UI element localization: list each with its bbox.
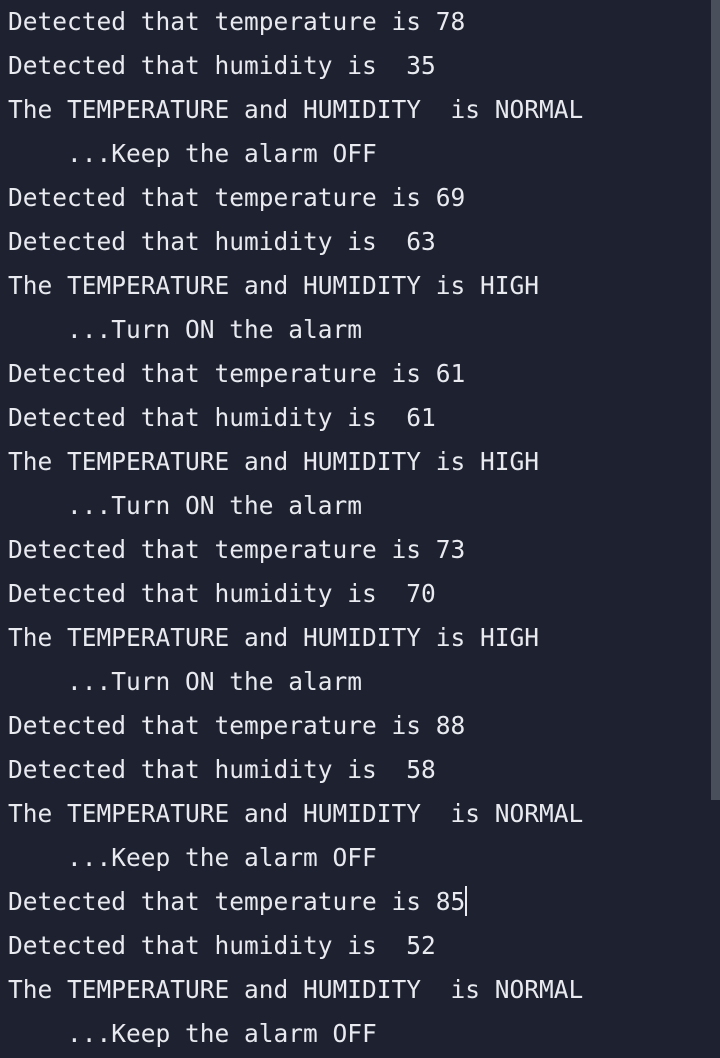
output-line-text: Detected that humidity is 61: [8, 403, 436, 432]
output-line-text: Detected that temperature is 78: [8, 7, 466, 36]
output-line-text: Detected that temperature is 73: [8, 535, 466, 564]
output-line-text: ...Turn ON the alarm: [8, 315, 363, 344]
output-line: The TEMPERATURE and HUMIDITY is NORMAL: [8, 968, 703, 1012]
output-line: The TEMPERATURE and HUMIDITY is NORMAL: [8, 792, 703, 836]
output-line-text: The TEMPERATURE and HUMIDITY is HIGH: [8, 447, 540, 476]
output-line: The TEMPERATURE and HUMIDITY is HIGH: [8, 264, 703, 308]
output-line-text: ...Keep the alarm OFF: [8, 843, 377, 872]
output-line: ...Keep the alarm OFF: [8, 836, 703, 880]
output-line-text: Detected that humidity is 35: [8, 51, 436, 80]
output-line: ...Turn ON the alarm: [8, 484, 703, 528]
output-line-text: Detected that humidity is 52: [8, 931, 436, 960]
output-line: Detected that humidity is 61: [8, 396, 703, 440]
output-line-text: ...Turn ON the alarm: [8, 491, 363, 520]
vertical-scrollbar[interactable]: [711, 0, 720, 800]
output-line: Detected that temperature is 88: [8, 704, 703, 748]
output-line-text: The TEMPERATURE and HUMIDITY is HIGH: [8, 271, 540, 300]
output-line: Detected that temperature is 69: [8, 176, 703, 220]
output-line-text: Detected that humidity is 58: [8, 755, 436, 784]
output-line-text: The TEMPERATURE and HUMIDITY is NORMAL: [8, 799, 584, 828]
output-line-text: The TEMPERATURE and HUMIDITY is NORMAL: [8, 95, 584, 124]
output-line: Detected that humidity is 35: [8, 44, 703, 88]
output-line-text: The TEMPERATURE and HUMIDITY is HIGH: [8, 623, 540, 652]
output-line-text: Detected that temperature is 88: [8, 711, 466, 740]
output-line: Detected that temperature is 73: [8, 528, 703, 572]
output-line-text: The TEMPERATURE and HUMIDITY is NORMAL: [8, 975, 584, 1004]
terminal-output: Detected that temperature is 78 Detected…: [8, 0, 703, 1056]
output-line-text: Detected that temperature is 85: [8, 887, 466, 916]
output-line: Detected that humidity is 63: [8, 220, 703, 264]
output-line: The TEMPERATURE and HUMIDITY is HIGH: [8, 440, 703, 484]
output-line: Detected that humidity is 52: [8, 924, 703, 968]
output-line: Detected that temperature is 85: [8, 880, 703, 924]
output-line: The TEMPERATURE and HUMIDITY is NORMAL: [8, 88, 703, 132]
output-line-text: ...Turn ON the alarm: [8, 667, 363, 696]
output-line-text: Detected that temperature is 69: [8, 183, 466, 212]
output-line: ...Keep the alarm OFF: [8, 1012, 703, 1056]
text-cursor: [465, 886, 468, 916]
output-line: The TEMPERATURE and HUMIDITY is HIGH: [8, 616, 703, 660]
output-line: ...Turn ON the alarm: [8, 308, 703, 352]
output-line-text: Detected that humidity is 70: [8, 579, 436, 608]
output-line: Detected that humidity is 58: [8, 748, 703, 792]
output-line: ...Keep the alarm OFF: [8, 132, 703, 176]
output-line: Detected that humidity is 70: [8, 572, 703, 616]
output-line-text: ...Keep the alarm OFF: [8, 139, 377, 168]
output-line-text: Detected that temperature is 61: [8, 359, 466, 388]
output-line: ...Turn ON the alarm: [8, 660, 703, 704]
output-line-text: ...Keep the alarm OFF: [8, 1019, 377, 1048]
output-line-text: Detected that humidity is 63: [8, 227, 436, 256]
output-line: Detected that temperature is 61: [8, 352, 703, 396]
output-line: Detected that temperature is 78: [8, 0, 703, 44]
